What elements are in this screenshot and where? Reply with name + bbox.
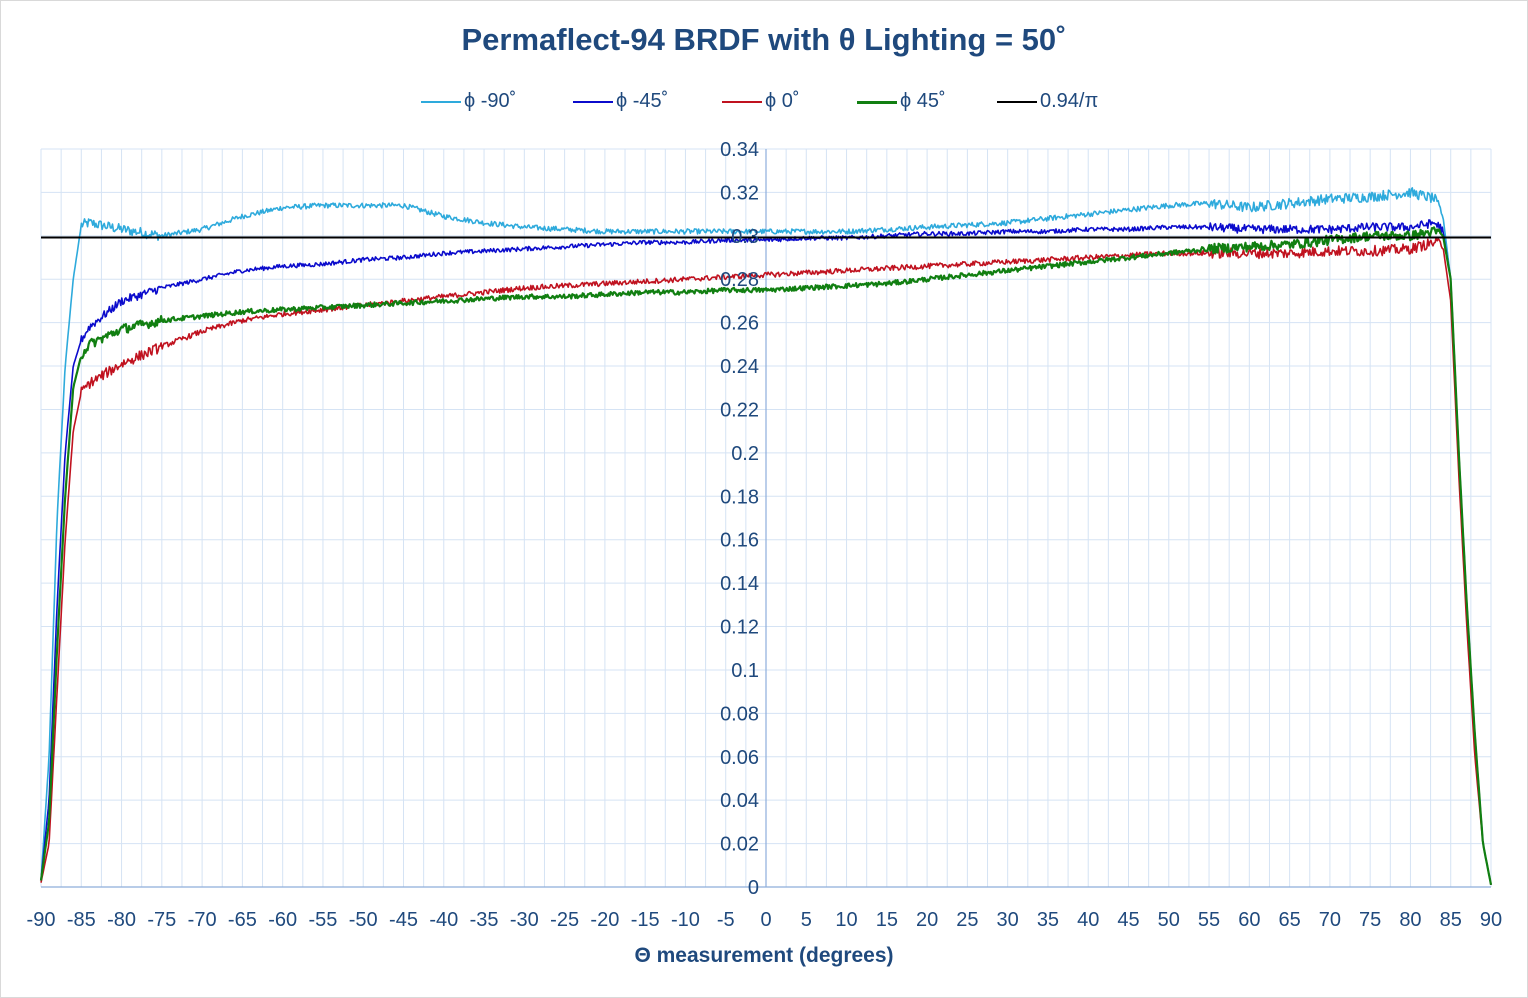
y-tick-label: 0 bbox=[748, 877, 759, 899]
series-line bbox=[40, 236, 1492, 885]
legend-swatch bbox=[997, 101, 1037, 103]
x-tick-label: -35 bbox=[470, 909, 499, 931]
x-tick-label: -80 bbox=[107, 909, 136, 931]
legend-swatch bbox=[722, 101, 762, 103]
legend-label: ϕ 0˚ bbox=[765, 90, 800, 112]
x-tick-label: 0 bbox=[760, 909, 771, 931]
chart-title: Permaflect-94 BRDF with θ Lighting = 50˚ bbox=[461, 22, 1067, 57]
x-tick-label: -85 bbox=[67, 909, 96, 931]
x-tick-label: -55 bbox=[308, 909, 337, 931]
y-tick-label: 0.3 bbox=[731, 226, 759, 248]
x-tick-label: 65 bbox=[1278, 909, 1300, 931]
legend-label: ϕ -90˚ bbox=[464, 90, 517, 112]
x-tick-label: 90 bbox=[1480, 909, 1502, 931]
x-tick-label: -90 bbox=[27, 909, 56, 931]
x-tick-label: -50 bbox=[349, 909, 378, 931]
y-tick-label: 0.08 bbox=[720, 703, 759, 725]
y-tick-label: 0.32 bbox=[720, 182, 759, 204]
y-tick-label: 0.04 bbox=[720, 790, 759, 812]
y-tick-label: 0.12 bbox=[720, 617, 759, 639]
legend-label: ϕ -45˚ bbox=[616, 90, 669, 112]
series-line bbox=[40, 187, 1492, 885]
x-tick-label: -45 bbox=[389, 909, 418, 931]
y-tick-label: 0.26 bbox=[720, 313, 759, 335]
x-tick-label: 85 bbox=[1440, 909, 1462, 931]
legend-swatch bbox=[421, 101, 461, 103]
legend-label: 0.94/π bbox=[1040, 90, 1099, 112]
x-tick-label: -30 bbox=[510, 909, 539, 931]
x-tick-label: -75 bbox=[147, 909, 176, 931]
legend-swatch bbox=[573, 101, 613, 103]
x-tick-label: -60 bbox=[268, 909, 297, 931]
x-tick-label: 80 bbox=[1399, 909, 1421, 931]
x-tick-label: -15 bbox=[631, 909, 660, 931]
x-tick-label: 45 bbox=[1117, 909, 1139, 931]
series-line bbox=[39, 226, 1493, 886]
x-tick-label: 5 bbox=[801, 909, 812, 931]
y-tick-label: 0.1 bbox=[731, 660, 759, 682]
legend-label: ϕ 45˚ bbox=[900, 90, 946, 112]
x-tick-label: 50 bbox=[1158, 909, 1180, 931]
x-tick-label: 25 bbox=[956, 909, 978, 931]
y-tick-label: 0.24 bbox=[720, 356, 759, 378]
x-tick-label: -40 bbox=[429, 909, 458, 931]
x-axis-label: Θ measurement (degrees) bbox=[634, 944, 894, 967]
y-tick-label: 0.18 bbox=[720, 486, 759, 508]
legend-swatch bbox=[857, 101, 897, 104]
y-tick-label: 0.2 bbox=[731, 443, 759, 465]
y-tick-label: 0.16 bbox=[720, 530, 759, 552]
x-tick-label: -25 bbox=[550, 909, 579, 931]
y-tick-label: 0.22 bbox=[720, 399, 759, 421]
y-tick-label: 0.34 bbox=[720, 139, 759, 161]
x-tick-label: 20 bbox=[916, 909, 938, 931]
x-tick-label: 35 bbox=[1037, 909, 1059, 931]
y-tick-label: 0.02 bbox=[720, 834, 759, 856]
x-tick-label: -10 bbox=[671, 909, 700, 931]
y-tick-label: 0.14 bbox=[720, 573, 759, 595]
x-tick-label: 75 bbox=[1359, 909, 1381, 931]
x-tick-label: 70 bbox=[1319, 909, 1341, 931]
x-tick-label: -65 bbox=[228, 909, 257, 931]
x-tick-label: 10 bbox=[835, 909, 857, 931]
y-tick-label: 0.06 bbox=[720, 747, 759, 769]
legend: ϕ -90˚ ϕ -45˚ ϕ 0˚ ϕ 45˚ 0.94/π bbox=[0, 89, 1528, 115]
x-tick-label: -70 bbox=[188, 909, 217, 931]
x-tick-label: -20 bbox=[590, 909, 619, 931]
series-line bbox=[40, 219, 1492, 885]
x-tick-label: 30 bbox=[997, 909, 1019, 931]
x-tick-label: -5 bbox=[717, 909, 735, 931]
x-tick-label: 60 bbox=[1238, 909, 1260, 931]
x-tick-label: 40 bbox=[1077, 909, 1099, 931]
x-tick-label: 15 bbox=[876, 909, 898, 931]
x-tick-label: 55 bbox=[1198, 909, 1220, 931]
y-tick-label: 0.28 bbox=[720, 269, 759, 291]
